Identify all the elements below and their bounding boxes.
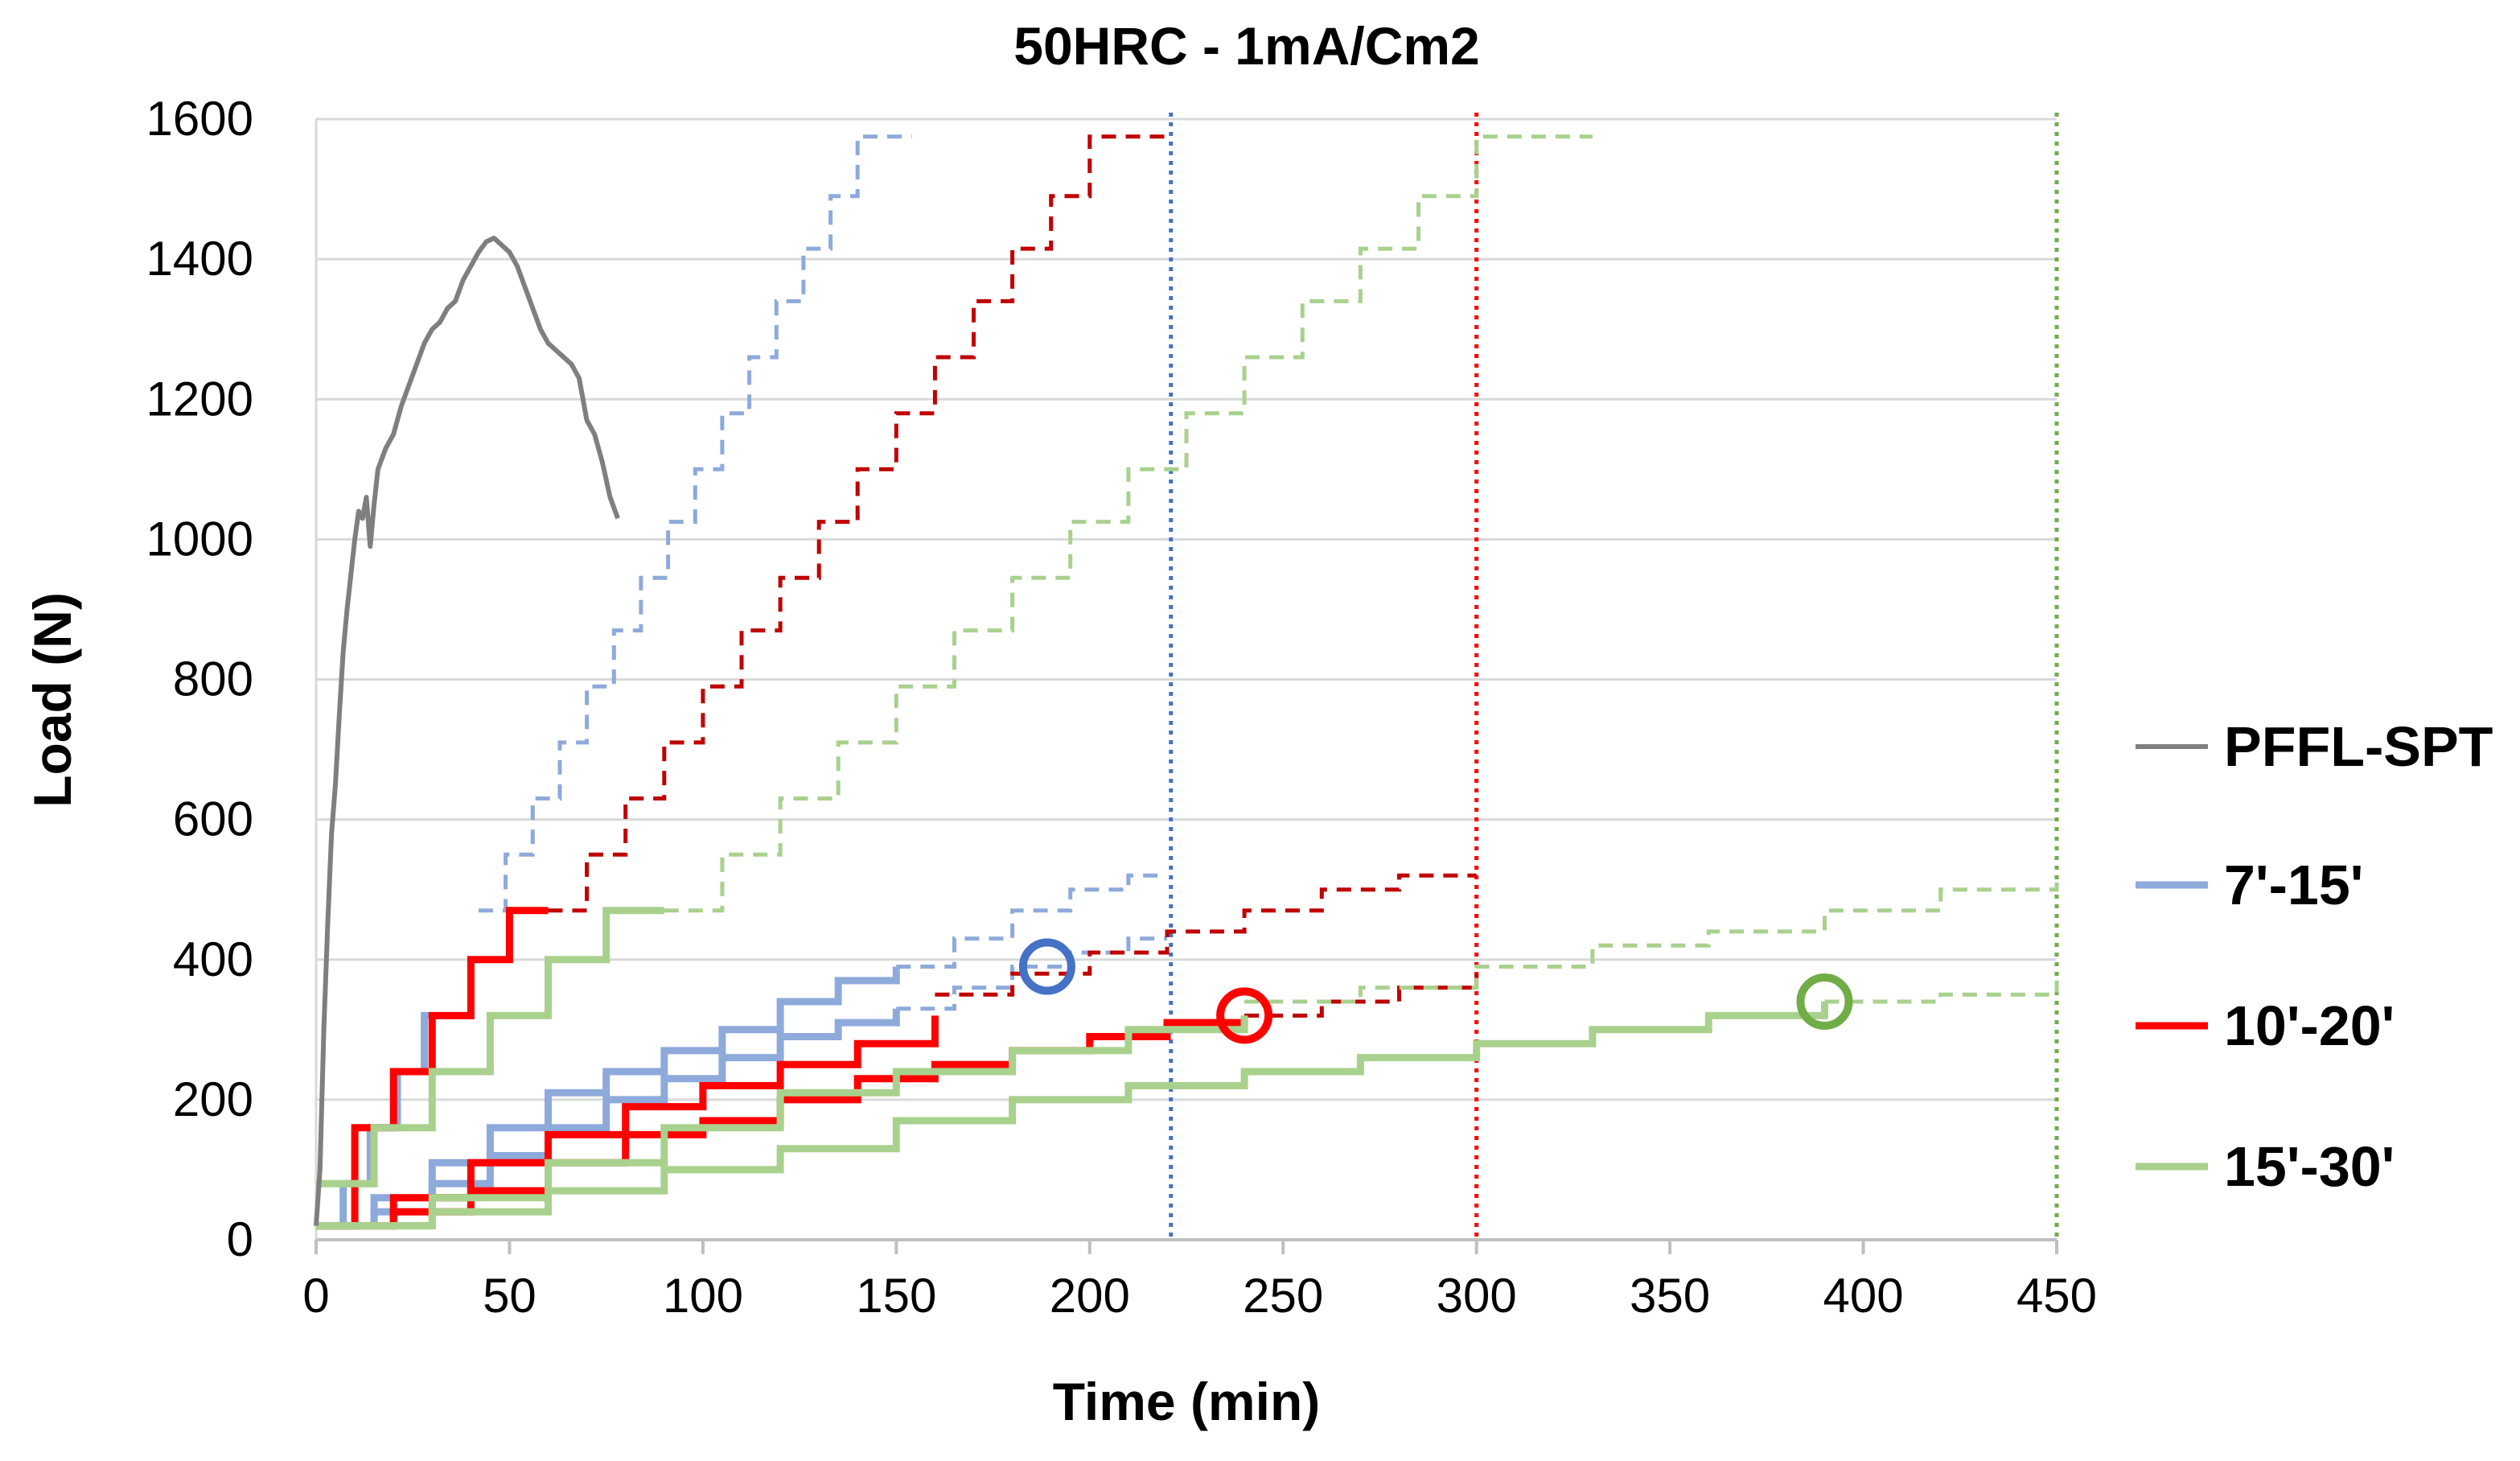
- x-axis-title: Time (min): [1053, 1372, 1320, 1431]
- series-10-20-solid: [316, 907, 549, 1230]
- x-tick-label: 450: [2016, 1269, 2097, 1323]
- series-15-30-dashed: [664, 134, 1593, 913]
- legend: PFFL-SPT 7'-15' 10'-20' 15'-30': [2136, 715, 2493, 1198]
- legend-label-7-15: 7'-15': [2224, 854, 2363, 916]
- x-tick-label: 350: [1630, 1269, 1710, 1323]
- y-tick-label: 600: [173, 792, 253, 846]
- series-7-15-dashed: [896, 936, 1167, 1011]
- failure-marker: [1216, 987, 1273, 1044]
- series-15-30-solid: [316, 907, 664, 1187]
- y-tick-label: 800: [173, 652, 253, 706]
- series-pffl-spt: [314, 236, 620, 1226]
- axes: [314, 1238, 2058, 1254]
- y-tick-label: 1400: [146, 232, 253, 286]
- x-tick-label: 0: [302, 1269, 329, 1323]
- series-15-30-dashed: [1244, 875, 2059, 1004]
- series-10-20-dashed: [548, 134, 1167, 913]
- y-tick-label: 1000: [146, 512, 253, 566]
- legend-label-15-30: 15'-30': [2224, 1135, 2395, 1198]
- series-15-30-dashed: [1824, 980, 2059, 1004]
- chart-title: 50HRC - 1mA/Cm2: [1013, 16, 1480, 76]
- legend-label-pffl-spt: PFFL-SPT: [2224, 715, 2493, 778]
- series-7-15-dashed: [896, 873, 1167, 969]
- tick-labels: 0 200 400 600 800 1000 1200 1400 1600 0 50 100 150 20…: [146, 92, 2098, 1323]
- x-tick-label: 150: [856, 1269, 936, 1323]
- y-tick-label: 1600: [146, 92, 253, 146]
- x-tick-label: 50: [483, 1269, 536, 1323]
- series-15-30-solid: [316, 1002, 1828, 1230]
- y-tick-label: 1200: [146, 372, 253, 426]
- x-tick-label: 250: [1243, 1269, 1323, 1323]
- y-tick-label: 400: [173, 932, 253, 986]
- failure-marker: [1018, 938, 1075, 995]
- failure-marker: [1796, 973, 1853, 1030]
- legend-label-10-20: 10'-20': [2224, 994, 2395, 1057]
- series-group: [314, 134, 2059, 1230]
- series-15-30-solid: [316, 1015, 1248, 1230]
- x-tick-label: 200: [1050, 1269, 1130, 1323]
- failure-markers: [1018, 938, 1853, 1044]
- series-10-20-dashed: [1244, 973, 1479, 1018]
- series-7-15-dashed: [479, 134, 912, 913]
- y-tick-label: 0: [227, 1212, 253, 1266]
- x-tick-label: 300: [1437, 1269, 1517, 1323]
- x-tick-label: 100: [663, 1269, 743, 1323]
- y-axis-title: Load (N): [23, 592, 82, 808]
- y-tick-label: 200: [173, 1072, 253, 1126]
- x-tick-label: 400: [1823, 1269, 1904, 1323]
- series-10-20-dashed: [935, 873, 1477, 997]
